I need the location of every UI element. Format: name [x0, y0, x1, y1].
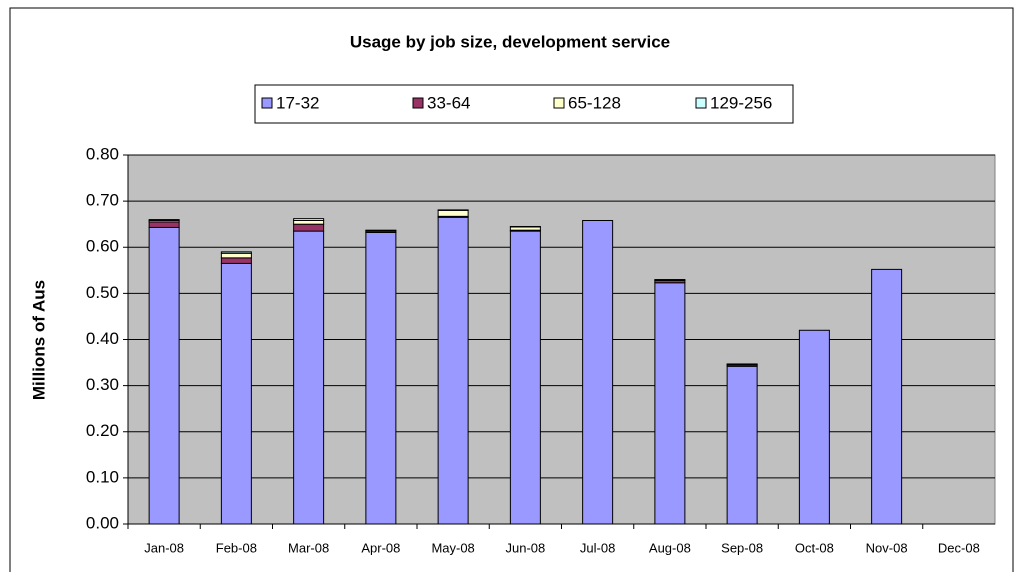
legend-swatch: [695, 97, 707, 109]
bar-segment: [220, 262, 252, 525]
x-tick-label: Apr-08: [361, 540, 400, 555]
bar-segment: [871, 268, 903, 525]
bar-segment: [509, 230, 541, 525]
legend-label: 33-64: [427, 93, 470, 112]
x-tick-label: Oct-08: [795, 540, 834, 555]
legend-swatch: [261, 97, 273, 109]
y-tick-label: 0.00: [86, 513, 119, 532]
bar-segment: [220, 252, 252, 259]
x-tick-label: May-08: [431, 540, 474, 555]
bar-segment: [293, 230, 325, 525]
y-tick-label: 0.20: [86, 421, 119, 440]
y-tick-label: 0.80: [86, 144, 119, 163]
y-tick-label: 0.30: [86, 375, 119, 394]
legend-swatch: [553, 97, 565, 109]
bar-segment: [654, 282, 686, 525]
legend-swatch: [412, 97, 424, 109]
bar-segment: [365, 231, 397, 525]
x-tick-label: Mar-08: [288, 540, 329, 555]
y-tick-label: 0.60: [86, 237, 119, 256]
legend-label: 17-32: [276, 93, 319, 112]
x-tick-label: Sep-08: [721, 540, 763, 555]
y-axis-label: Millions of Aus: [29, 280, 48, 400]
x-tick-label: Nov-08: [866, 540, 908, 555]
bar-segment: [148, 219, 180, 221]
bar-segment: [220, 251, 252, 254]
x-tick-label: Feb-08: [216, 540, 257, 555]
x-tick-label: Dec-08: [938, 540, 980, 555]
bar-segment: [293, 223, 325, 232]
bar-segment: [726, 365, 758, 525]
bar-segment: [148, 226, 180, 525]
bar-segment: [148, 221, 180, 228]
legend-label: 65-128: [568, 93, 621, 112]
bar-segment: [220, 257, 252, 264]
x-tick-label: Jan-08: [144, 540, 184, 555]
x-tick-label: Jul-08: [580, 540, 615, 555]
bar-segment: [798, 329, 830, 525]
x-tick-label: Jun-08: [506, 540, 546, 555]
bar-segment: [293, 218, 325, 221]
bar-segment: [437, 209, 469, 217]
x-tick-label: Aug-08: [649, 540, 691, 555]
bar-segment: [293, 219, 325, 225]
bar-segment: [582, 219, 614, 525]
y-tick-label: 0.40: [86, 329, 119, 348]
y-tick-label: 0.70: [86, 191, 119, 210]
bar-segment: [437, 216, 469, 525]
chart-title: Usage by job size, development service: [350, 32, 670, 51]
legend-label: 129-256: [710, 93, 772, 112]
y-tick-label: 0.50: [86, 283, 119, 302]
y-tick-label: 0.10: [86, 467, 119, 486]
